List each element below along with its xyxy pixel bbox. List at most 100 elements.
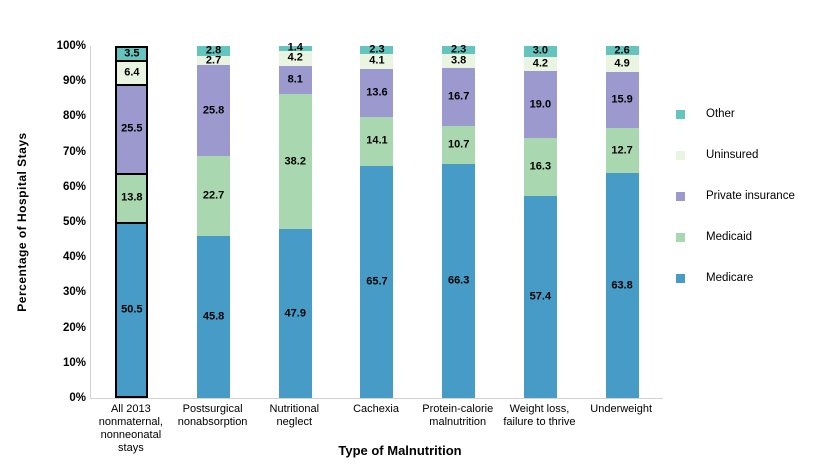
bar-segment: 25.8 — [197, 65, 231, 157]
segment-value-label: 4.1 — [369, 54, 385, 67]
legend-label: Uninsured — [706, 149, 759, 161]
segment-value-label: 38.2 — [284, 155, 306, 168]
legend-item: Medicaid — [676, 229, 795, 245]
bar-segment: 4.2 — [278, 50, 312, 66]
bar-1: 50.5 13.8 25.5 6.4 3.5 — [115, 46, 149, 398]
y-tick-label: 60% — [62, 180, 86, 193]
segment-value-label: 3.0 — [532, 44, 549, 57]
segment-value-label: 2.8 — [205, 44, 222, 57]
bar-segment: 65.7 — [360, 166, 394, 398]
bar-segment: 2.8 — [197, 44, 231, 57]
segment-value-label: 1.4 — [287, 41, 303, 54]
x-category-label: Protein-calorie malnutrition — [422, 403, 494, 428]
bar-5: 66.3 10.7 16.7 3.8 2.3 — [442, 43, 476, 398]
legend-swatch-icon — [676, 150, 685, 160]
segment-value-label: 4.9 — [614, 57, 630, 70]
segment-value-label: 3.8 — [451, 54, 467, 67]
segment-value-label: 15.9 — [611, 93, 633, 106]
bar-segment: 50.5 — [115, 221, 149, 398]
bar-3: 47.9 38.2 8.1 4.2 1.4 — [278, 41, 312, 398]
legend-item: Private insurance — [676, 188, 795, 204]
segment-value-label: 65.7 — [366, 275, 388, 288]
legend-item: Uninsured — [676, 147, 795, 163]
bar-segment: 4.9 — [605, 55, 639, 73]
bar-segment: 47.9 — [278, 229, 312, 398]
bar-segment: 57.4 — [523, 195, 557, 398]
segment-value-label: 3.5 — [124, 47, 140, 60]
segment-value-label: 2.3 — [451, 43, 467, 56]
segment-value-label: 14.1 — [366, 134, 388, 147]
legend-item: Other — [676, 106, 795, 122]
y-tick-label: 10% — [62, 356, 86, 369]
segment-value-label: 13.6 — [366, 86, 388, 99]
bar-2: 45.8 22.7 25.8 2.7 2.8 — [197, 44, 231, 398]
segment-value-label: 16.7 — [447, 90, 470, 103]
bar-segment: 2.7 — [197, 54, 231, 67]
bar-segment: 22.7 — [197, 156, 231, 237]
bar-segment: 66.3 — [442, 164, 476, 398]
bar-segment: 10.7 — [442, 126, 476, 165]
bar-segment: 4.2 — [523, 56, 557, 72]
segment-value-label: 10.7 — [447, 138, 470, 151]
legend-label: Medicaid — [706, 231, 753, 243]
bar-segment: 1.4 — [278, 41, 312, 54]
bar-segment: 12.7 — [605, 128, 639, 174]
x-category-label: All 2013 nonmaternal, nonneonatal stays — [98, 403, 163, 454]
bar-segment: 6.4 — [115, 59, 149, 84]
y-tick-label: 20% — [62, 321, 86, 334]
bar-segment: 2.3 — [360, 44, 394, 55]
bars-container: 50.5 13.8 25.5 6.4 3.5 45.8 22.7 25.8 2.7 2.8 47.9… — [91, 41, 663, 398]
bar-segment: 63.8 — [605, 173, 639, 398]
legend-item: Medicare — [676, 270, 795, 286]
segment-value-label: 13.8 — [121, 191, 143, 204]
bar-segment: 16.7 — [442, 67, 476, 127]
bar-segment: 2.6 — [605, 44, 639, 57]
bar-segment: 3.8 — [442, 54, 476, 68]
y-tick-label: 40% — [62, 251, 86, 264]
segment-value-label: 25.8 — [202, 104, 225, 117]
segment-value-label: 25.5 — [121, 122, 143, 135]
legend-swatch-icon — [676, 273, 685, 283]
bar-segment: 15.9 — [605, 72, 639, 129]
y-tick-label: 80% — [62, 110, 86, 123]
segment-value-label: 2.6 — [614, 44, 630, 57]
bar-segment: 13.6 — [360, 68, 394, 117]
bar-segment: 25.5 — [115, 83, 149, 173]
y-tick-label: 70% — [62, 145, 86, 158]
segment-value-label: 12.7 — [611, 144, 633, 157]
segment-value-label: 47.9 — [284, 307, 306, 320]
y-tick-label: 30% — [62, 286, 86, 299]
segment-value-label: 63.8 — [611, 279, 633, 292]
bar-segment: 3.0 — [523, 44, 557, 57]
segment-value-label: 4.2 — [532, 57, 549, 70]
legend-swatch-icon — [676, 191, 685, 201]
x-category-label: Nutritional neglect — [269, 403, 320, 428]
bar-segment: 8.1 — [278, 65, 312, 95]
segment-value-label: 66.3 — [447, 274, 470, 287]
plot-area: 50.5 13.8 25.5 6.4 3.5 45.8 22.7 25.8 2.7 2.8 47.9… — [90, 41, 663, 399]
legend-swatch-icon — [676, 109, 685, 119]
segment-value-label: 45.8 — [202, 310, 225, 323]
bar-7: 63.8 12.7 15.9 4.9 2.6 — [605, 44, 639, 398]
segment-value-label: 2.7 — [205, 54, 222, 67]
y-tick-label: 100% — [56, 40, 86, 52]
segment-value-label: 50.5 — [121, 303, 143, 316]
bar-segment: 38.2 — [278, 94, 312, 230]
bar-segment: 14.1 — [360, 116, 394, 167]
bar-segment: 13.8 — [115, 172, 149, 222]
segment-value-label: 57.4 — [529, 290, 552, 303]
y-tick-label: 0% — [69, 392, 86, 404]
bar-segment: 4.1 — [360, 54, 394, 69]
legend-label: Other — [706, 108, 735, 120]
bar-segment: 19.0 — [523, 71, 557, 139]
legend-swatch-icon — [676, 232, 685, 242]
segment-value-label: 6.4 — [124, 66, 140, 79]
bar-4: 65.7 14.1 13.6 4.1 2.3 — [360, 44, 394, 398]
segment-value-label: 19.0 — [529, 98, 552, 111]
bar-segment: 2.3 — [442, 43, 476, 56]
y-axis-title: Percentage of Hospital Stays — [15, 132, 29, 312]
y-tick-label: 50% — [62, 216, 86, 228]
legend-label: Medicare — [706, 272, 754, 284]
x-category-label: Cachexia — [353, 403, 399, 415]
